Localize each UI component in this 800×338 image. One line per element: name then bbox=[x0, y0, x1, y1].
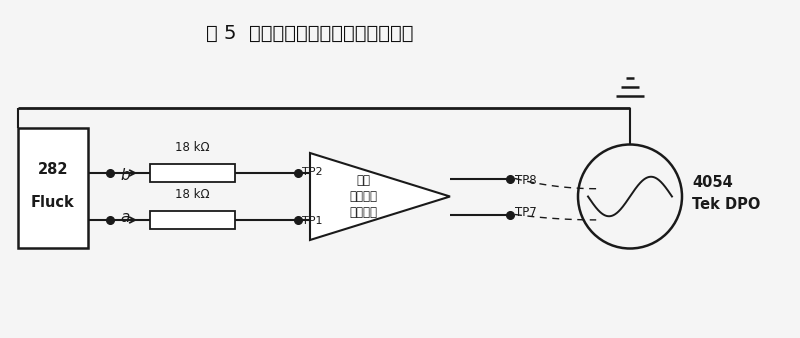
Text: 电路: 电路 bbox=[356, 174, 370, 187]
Text: TP1: TP1 bbox=[302, 216, 322, 226]
Text: 差分放大: 差分放大 bbox=[349, 190, 378, 203]
Text: 4054: 4054 bbox=[692, 175, 733, 190]
Text: 18 kΩ: 18 kΩ bbox=[175, 141, 210, 154]
Text: Tek DPO: Tek DPO bbox=[692, 197, 760, 212]
Bar bbox=[150, 211, 235, 229]
Text: TP2: TP2 bbox=[302, 167, 322, 177]
Text: 直流通道: 直流通道 bbox=[349, 206, 378, 219]
Text: TP8: TP8 bbox=[515, 173, 537, 187]
FancyBboxPatch shape bbox=[18, 128, 88, 248]
Text: a: a bbox=[120, 210, 130, 225]
Text: 图 5  直流耦合通道交流信号测试框图: 图 5 直流耦合通道交流信号测试框图 bbox=[206, 24, 414, 43]
Text: 282: 282 bbox=[38, 163, 68, 177]
Polygon shape bbox=[310, 153, 450, 240]
Text: b: b bbox=[120, 168, 130, 183]
Text: TP7: TP7 bbox=[515, 207, 537, 219]
Text: 18 kΩ: 18 kΩ bbox=[175, 188, 210, 201]
Text: Fluck: Fluck bbox=[31, 195, 75, 210]
Bar bbox=[150, 164, 235, 182]
